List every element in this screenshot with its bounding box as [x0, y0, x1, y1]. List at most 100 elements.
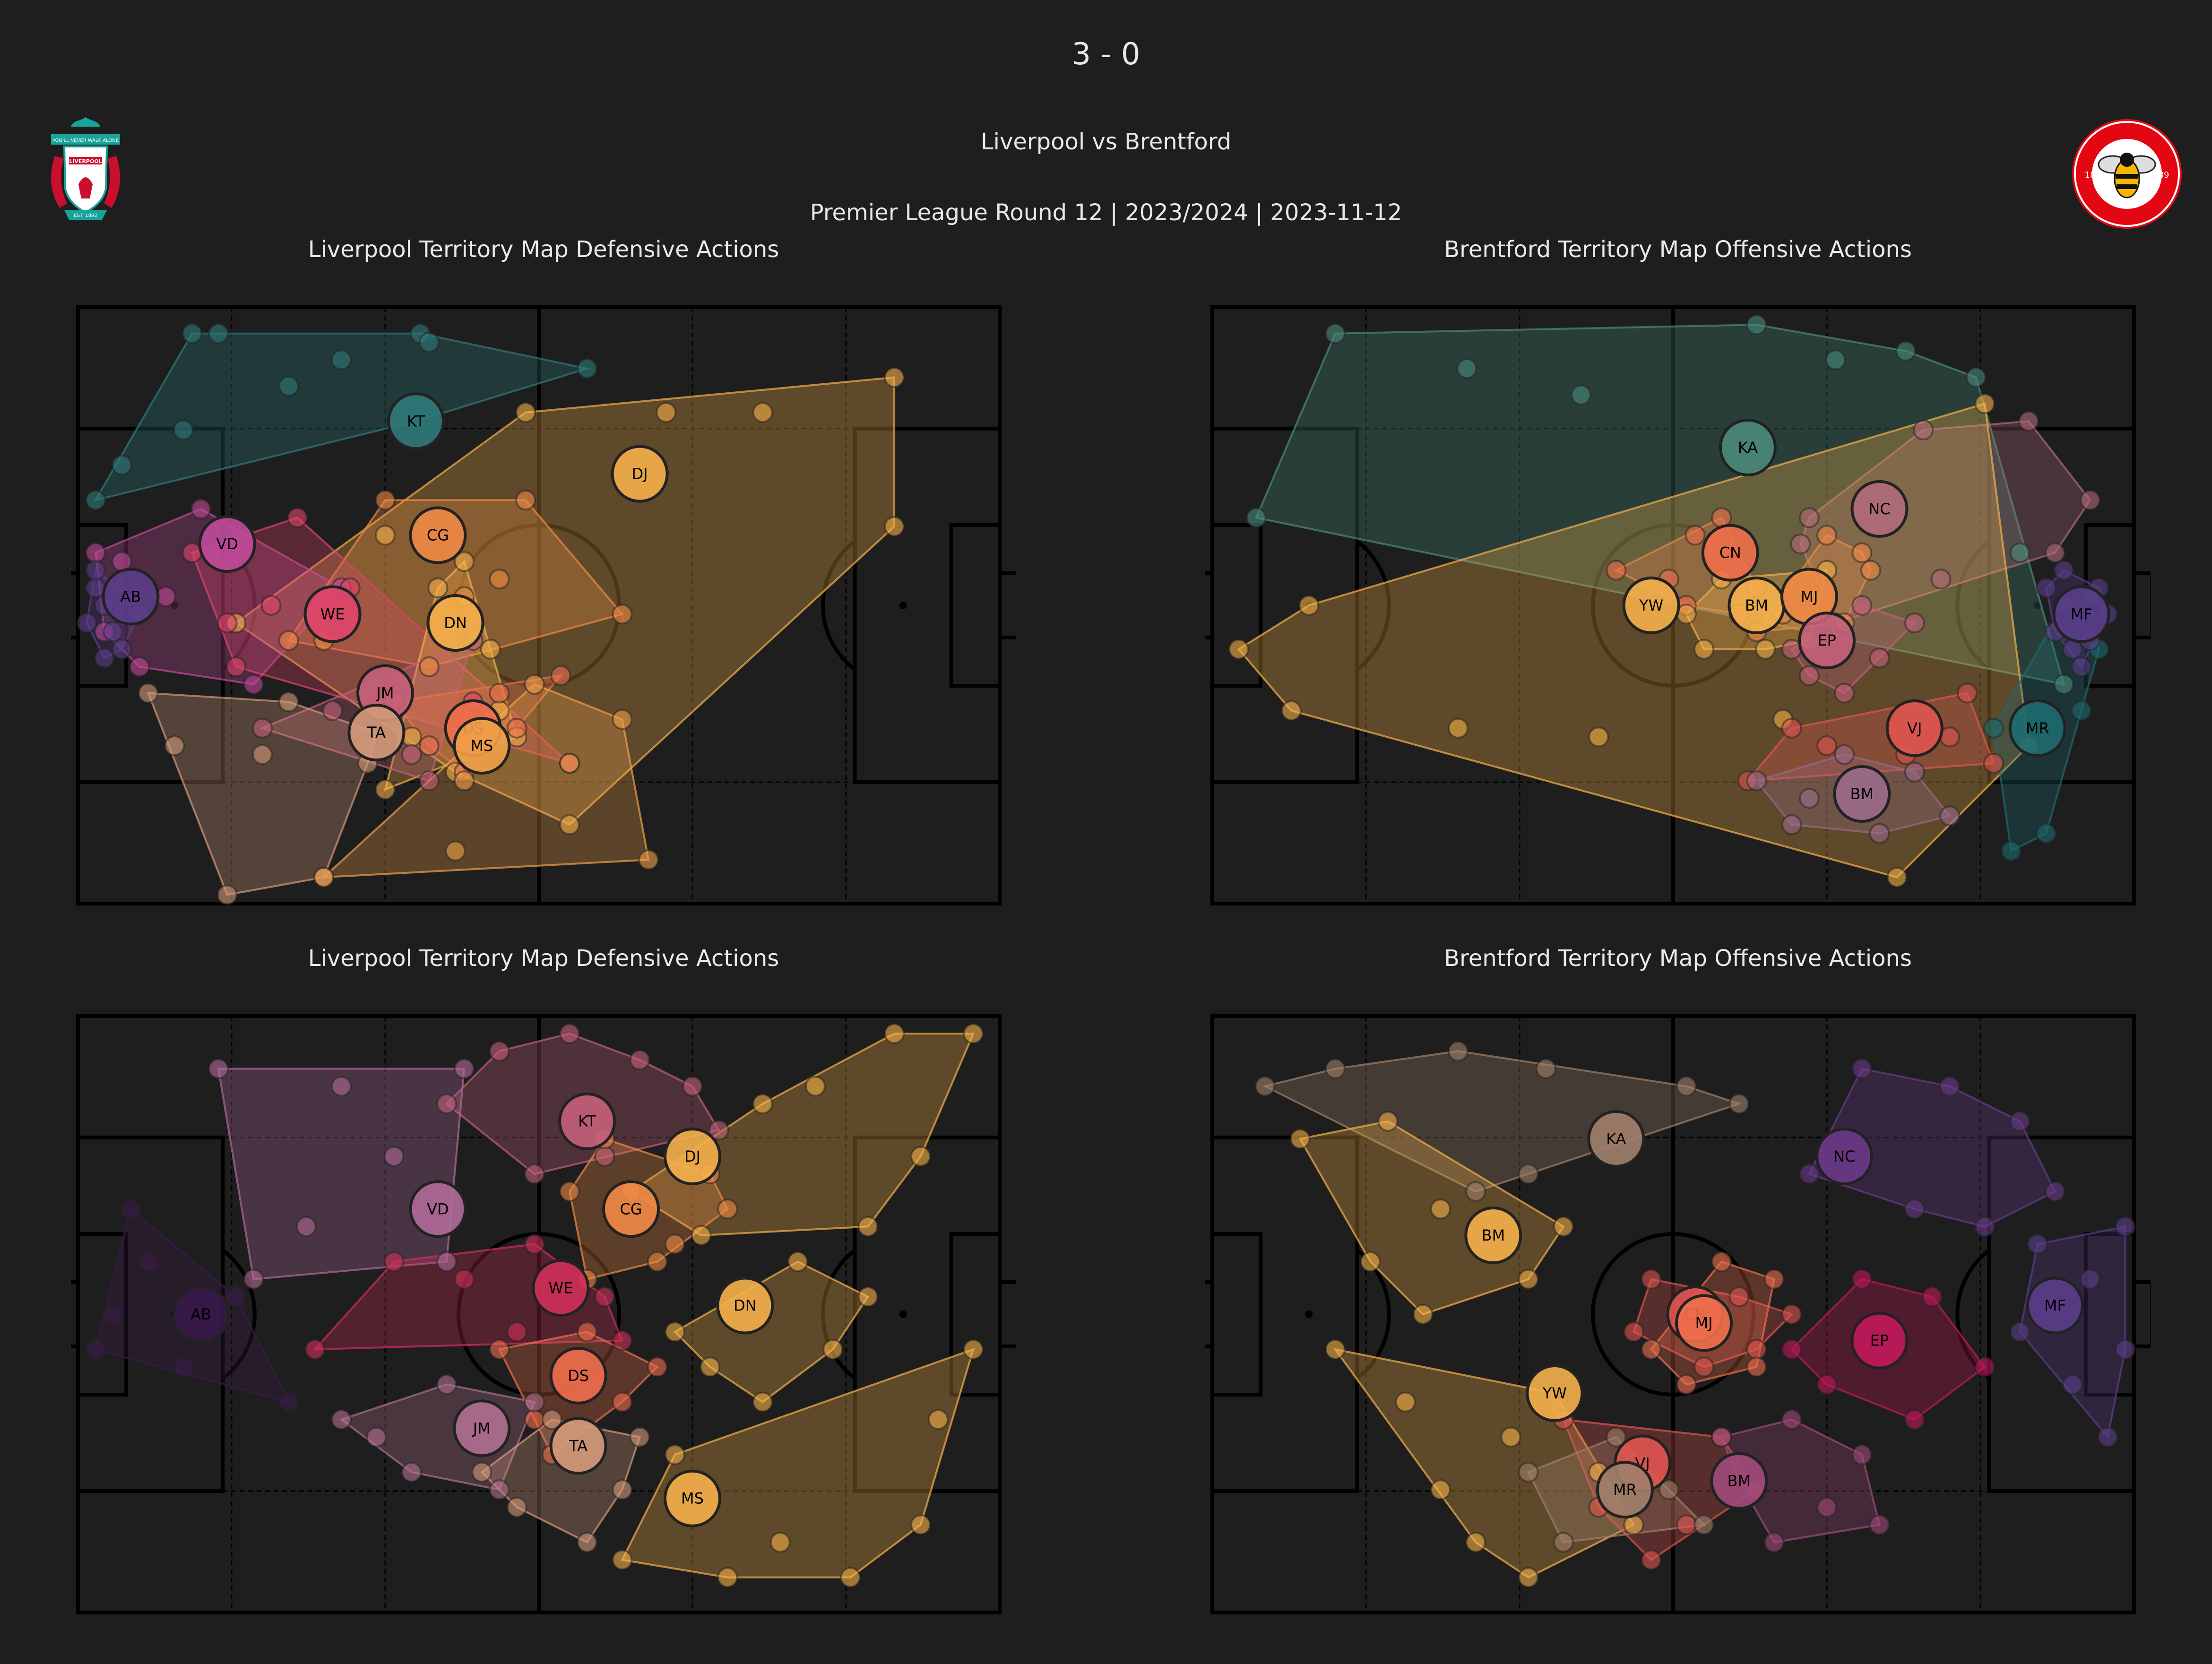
- player-marker-ms: [664, 1469, 721, 1527]
- action-point: [1535, 1058, 1556, 1079]
- action-point: [1790, 534, 1811, 555]
- action-point: [427, 577, 449, 598]
- action-point: [884, 516, 905, 537]
- action-point: [963, 1339, 984, 1360]
- action-point: [1781, 1339, 1802, 1360]
- player-marker-dn: [716, 1276, 774, 1335]
- action-point: [691, 1224, 712, 1246]
- action-point: [515, 402, 536, 423]
- penalty-spot-right: [899, 1311, 907, 1318]
- player-label: BM: [1850, 785, 1874, 803]
- territory-polygon-kt: [94, 332, 591, 502]
- action-point: [1939, 805, 1960, 827]
- action-point: [506, 1321, 527, 1343]
- action-point: [559, 814, 580, 835]
- player-marker-cn: [1701, 524, 1759, 582]
- action-point: [1281, 700, 1302, 721]
- player-marker-yw: [1526, 1364, 1584, 1423]
- player-label: EP: [1817, 631, 1836, 649]
- panel-brentford-offensive-1: Brentford Territory Map Offensive Action…: [1205, 236, 2151, 912]
- player-label: KT: [407, 412, 425, 430]
- player-marker-ta: [549, 1417, 607, 1475]
- action-point: [664, 1321, 685, 1343]
- action-point: [1694, 638, 1714, 660]
- centre-circle: [1591, 1232, 1755, 1397]
- pitch-chart: KT DJ VD CG WE AB DN DS JM TA MS: [71, 1014, 1016, 1614]
- action-point: [857, 1286, 879, 1307]
- action-point: [1694, 1356, 1714, 1378]
- player-label: TA: [367, 724, 386, 741]
- action-point: [2053, 560, 2074, 581]
- action-point: [1974, 393, 1996, 414]
- action-point: [1685, 525, 1706, 546]
- player-marker-vj: [1885, 699, 1944, 757]
- panel-brentford-offensive-2: Brentford Territory Map Offensive Action…: [1205, 945, 2151, 1621]
- player-marker-bm: [1464, 1206, 1522, 1264]
- action-point: [1763, 1268, 1785, 1290]
- penalty-spot-right: [899, 602, 907, 609]
- action-point: [313, 867, 334, 888]
- player-label: VJ: [1907, 719, 1922, 737]
- action-point: [1930, 569, 1952, 590]
- action-point: [225, 656, 247, 677]
- penalty-spot-right: [2033, 602, 2041, 609]
- player-marker-we: [303, 585, 362, 643]
- penalty-arc-left: [222, 1249, 257, 1380]
- action-points: [76, 323, 905, 905]
- action-point: [1448, 717, 1469, 739]
- action-point: [1983, 717, 2004, 739]
- action-point: [2009, 1321, 2031, 1343]
- action-point: [85, 1339, 106, 1360]
- territory-polygon-dj: [629, 1033, 975, 1237]
- action-point: [1325, 1058, 1346, 1079]
- action-point: [418, 656, 440, 677]
- action-point: [2027, 1233, 2048, 1255]
- player-marker-yw: [1622, 577, 1680, 634]
- action-point: [1746, 1339, 1767, 1360]
- action-point: [1518, 1462, 1539, 1483]
- action-point: [1816, 735, 1837, 756]
- action-point: [2009, 542, 2031, 563]
- player-label: MJ: [1800, 587, 1818, 605]
- player-label: BM: [1482, 1226, 1505, 1244]
- crest-est: EST. 1892: [74, 213, 97, 218]
- action-point: [418, 332, 440, 353]
- pitch-chart: KANCBMCNMJEPMFYWVJMRBM: [1205, 1014, 2151, 1614]
- player-marker-mr: [2008, 699, 2066, 757]
- action-point: [2071, 656, 2092, 677]
- action-point: [1939, 1076, 1960, 1097]
- action-point: [647, 1356, 668, 1378]
- action-point: [401, 1462, 422, 1483]
- pitch-lines: [1205, 305, 2151, 905]
- player-label: NC: [1868, 500, 1890, 518]
- action-point: [1571, 384, 1591, 405]
- player-marker-jm: [453, 1399, 511, 1457]
- player-label: CG: [620, 1200, 642, 1218]
- goal-right: [998, 1280, 1016, 1348]
- action-point: [103, 1304, 124, 1325]
- action-point: [1448, 1041, 1469, 1062]
- action-point: [1974, 1216, 1996, 1237]
- action-point: [304, 1339, 326, 1360]
- player-label: BM: [1728, 1472, 1751, 1490]
- competition: Premier League Round 12 | 2023/2024 | 20…: [810, 199, 1402, 226]
- action-point: [1676, 1374, 1697, 1395]
- territory-polygon-nc: [1808, 1068, 2056, 1228]
- action-point: [1816, 1374, 1837, 1395]
- action-point: [1904, 1409, 1925, 1430]
- player-label: BM: [1745, 596, 1769, 614]
- action-point: [1781, 1304, 1802, 1325]
- action-point: [884, 367, 905, 388]
- player-marker-kt: [558, 1092, 616, 1150]
- action-point: [577, 358, 598, 379]
- action-point: [524, 1391, 545, 1413]
- player-marker-mf: [2052, 585, 2110, 643]
- action-point: [1921, 1286, 1943, 1307]
- goal-left: [71, 571, 80, 639]
- action-point: [164, 735, 185, 756]
- action-point: [506, 717, 527, 739]
- player-label: TA: [569, 1437, 588, 1455]
- action-point: [805, 1076, 826, 1097]
- player-marker-ka: [1587, 1110, 1645, 1168]
- action-point: [103, 621, 124, 642]
